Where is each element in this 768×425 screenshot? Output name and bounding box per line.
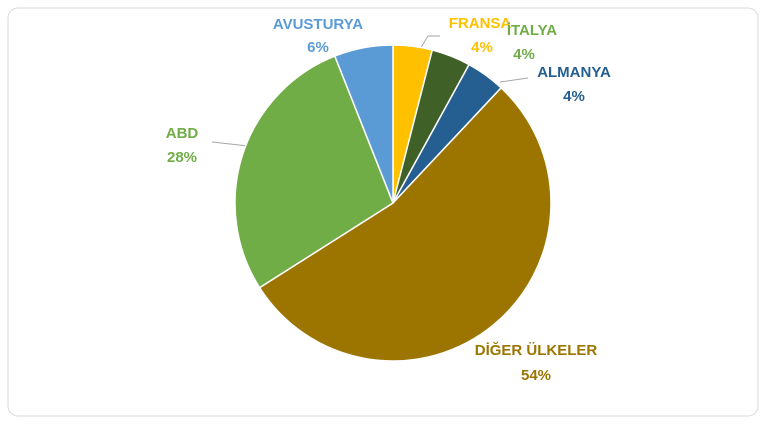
slice-value-label: 28% <box>167 149 197 166</box>
slice-value-label: 6% <box>307 39 329 56</box>
slice-category-label: AVUSTURYA <box>273 16 363 33</box>
leader-line <box>499 77 529 83</box>
slice-category-label: FRANSA <box>449 15 512 32</box>
pie-slice <box>333 44 394 204</box>
leader-lines <box>211 35 529 147</box>
slice-category-label: DİĞER ÜLKELER <box>475 341 598 359</box>
slice-value-label: 4% <box>471 39 493 56</box>
leader-line <box>211 141 249 147</box>
pie-slice <box>234 55 394 289</box>
slice-value-label: 4% <box>563 88 585 105</box>
slice-value-label: 4% <box>513 46 535 63</box>
slice-category-label: ABD <box>166 125 199 142</box>
slice-value-label: 54% <box>521 367 551 384</box>
leader-line <box>419 35 440 50</box>
slice-category-label: ALMANYA <box>537 64 611 81</box>
pie-slice <box>258 86 552 362</box>
slice-category-label: İTALYA <box>507 22 557 39</box>
